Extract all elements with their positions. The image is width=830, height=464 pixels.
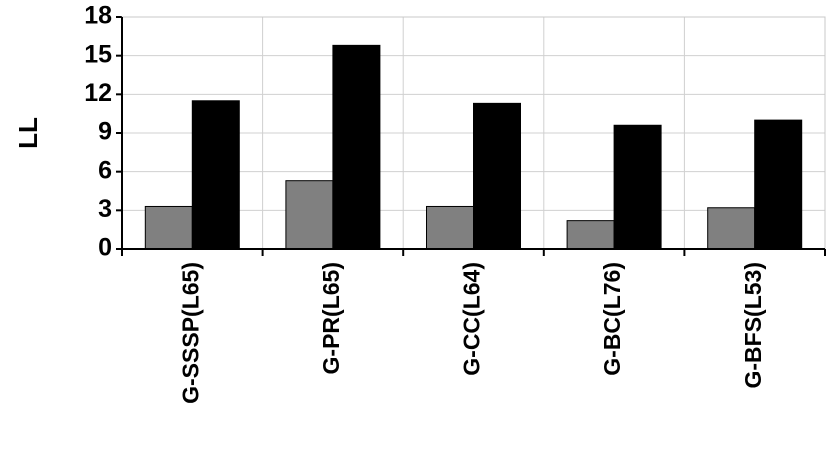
- y-tick-label: 3: [98, 195, 112, 223]
- y-tick-label: 12: [84, 79, 112, 107]
- bar: [613, 124, 662, 250]
- bar: [285, 180, 334, 250]
- x-tick-label: G-SSSP(L65): [177, 262, 203, 404]
- x-tick-label: G-PR(L65): [318, 262, 344, 374]
- x-tick-label: G-BC(L76): [599, 262, 625, 376]
- bar: [332, 44, 381, 250]
- y-tick-label: 15: [84, 40, 112, 68]
- bar: [707, 207, 756, 250]
- bar: [191, 100, 240, 250]
- x-tick-label: G-CC(L64): [459, 262, 485, 376]
- bar: [473, 102, 521, 250]
- y-tick-label: 18: [84, 2, 112, 30]
- y-tick-label: 6: [98, 156, 112, 184]
- x-tick-label: G-BFS(L53): [740, 262, 766, 389]
- bar: [566, 220, 615, 250]
- y-tick-label: 0: [98, 234, 112, 262]
- bar: [426, 205, 474, 250]
- bar: [144, 205, 193, 250]
- y-axis-label: LL: [13, 117, 43, 149]
- bar: [754, 119, 803, 250]
- y-tick-label: 9: [98, 118, 112, 146]
